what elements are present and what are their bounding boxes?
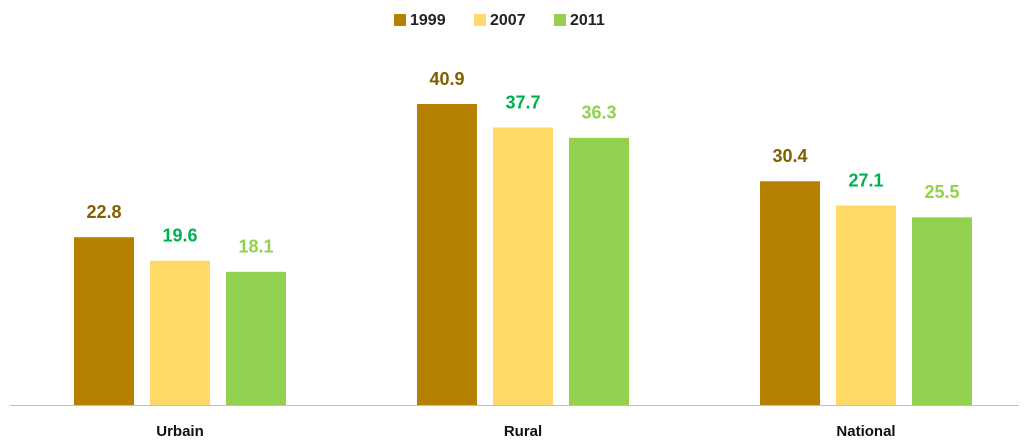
x-tick-label: Urbain [156, 423, 204, 440]
x-tick-label: National [836, 423, 895, 440]
data-label: 40.9 [429, 69, 464, 89]
legend-label: 1999 [410, 12, 446, 29]
data-label: 30.4 [772, 146, 807, 166]
bar [493, 127, 553, 406]
bar [226, 271, 286, 405]
bar [912, 217, 972, 405]
legend-swatch [554, 14, 566, 26]
bar [569, 137, 629, 405]
data-label: 25.5 [924, 182, 959, 202]
data-label: 18.1 [238, 237, 273, 257]
bar [417, 104, 477, 405]
legend-label: 2011 [570, 12, 605, 29]
legend-swatch [394, 14, 406, 26]
legend-swatch [474, 14, 486, 26]
bar [150, 260, 210, 405]
data-label: 36.3 [581, 103, 616, 123]
bar [74, 237, 134, 405]
bar [760, 181, 820, 405]
data-label: 37.7 [505, 92, 540, 112]
legend-label: 2007 [490, 12, 526, 29]
data-label: 22.8 [86, 202, 121, 222]
bar [836, 205, 896, 405]
x-tick-label: Rural [504, 423, 542, 440]
data-label: 27.1 [848, 170, 883, 190]
data-label: 19.6 [162, 226, 197, 246]
